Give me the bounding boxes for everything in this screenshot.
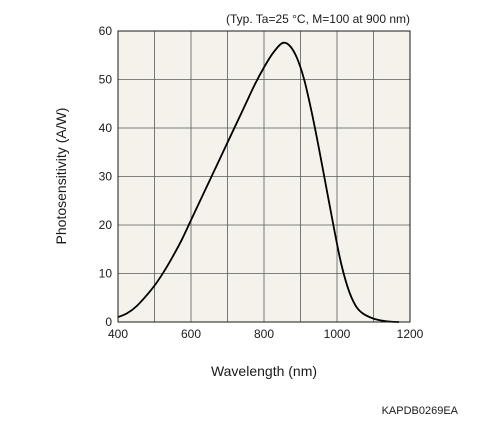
x-tick-label: 600 [181,327,201,341]
y-tick-labels: 0 10 20 30 40 50 60 [99,24,113,329]
y-tick-label: 60 [99,24,113,38]
y-tick-label: 50 [99,73,113,87]
figure-code: KAPDB0269EA [382,405,459,417]
x-tick-labels: 400 600 800 1000 1200 [108,327,424,341]
y-tick-label: 0 [105,315,112,329]
y-tick-label: 30 [99,170,113,184]
photosensitivity-curve [117,41,400,323]
plot-frame [117,30,411,323]
x-tick-label: 800 [254,327,274,341]
x-tick-label: 1200 [397,327,424,341]
curve-layer [117,41,400,323]
y-tick-label: 40 [99,121,113,135]
y-axis-title: Photosensitivity (A/W) [53,108,69,245]
x-tick-label: 1000 [324,327,351,341]
grid-lines [118,31,410,322]
conditions-note: (Typ. Ta=25 °C, M=100 at 900 nm) [226,12,410,26]
x-axis-title: Wavelength (nm) [211,363,317,379]
x-tick-label: 400 [108,327,128,341]
y-tick-label: 10 [99,267,113,281]
y-tick-label: 20 [99,218,113,232]
